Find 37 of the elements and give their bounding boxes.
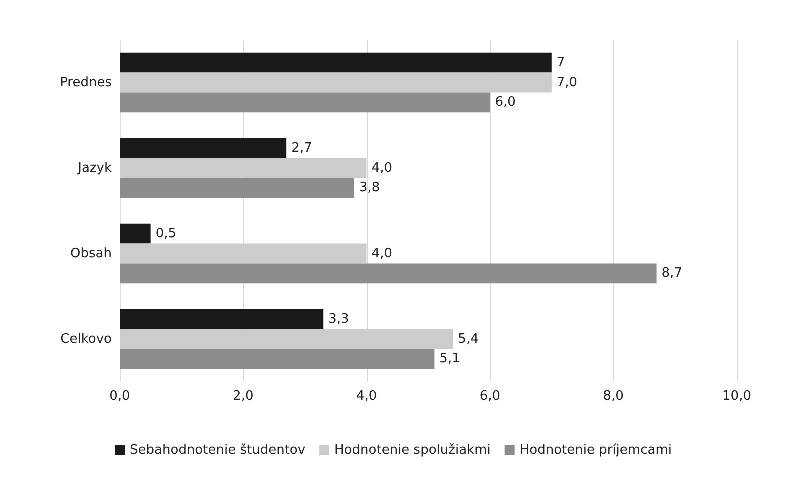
bar [120, 264, 657, 284]
data-label: 3,3 [328, 312, 350, 327]
data-label: 4,0 [372, 160, 392, 176]
x-tick-label: 2,0 [233, 389, 254, 404]
data-label: 0,5 [156, 226, 177, 242]
y-tick-label: Celkovo [60, 332, 112, 347]
x-tick-label: 0,0 [110, 389, 130, 404]
data-label: 8,7 [662, 266, 682, 282]
bar [120, 244, 367, 264]
y-tick-label: Jazyk [77, 160, 112, 176]
bar [120, 309, 324, 330]
bar [120, 92, 490, 113]
y-tick-label: Obsah [70, 246, 112, 262]
bar [120, 224, 151, 244]
data-label: 7,0 [556, 75, 578, 90]
y-tick-label: Prednes [60, 75, 112, 90]
bar [120, 138, 287, 158]
legend-label: Hodnotenie príjemcami [520, 443, 672, 458]
data-label: 6,0 [495, 95, 516, 110]
data-label: 5,4 [458, 332, 479, 347]
bar [120, 349, 435, 370]
legend-label: Hodnotenie spolužiakmi [334, 443, 491, 458]
data-label: 3,8 [359, 180, 380, 196]
bar [120, 158, 367, 178]
data-label: 5,1 [440, 352, 460, 367]
x-tick-label: 6,0 [480, 389, 501, 404]
x-tick-label: 10,0 [722, 389, 752, 404]
x-tick-label: 4,0 [356, 389, 378, 404]
data-label: 7 [556, 55, 566, 70]
bar [120, 72, 552, 93]
bar [120, 52, 552, 73]
data-label: 4,0 [372, 246, 392, 262]
data-label: 2,7 [292, 140, 312, 156]
x-tick-label: 8,0 [603, 389, 624, 404]
bar [120, 329, 454, 350]
bar [120, 178, 354, 198]
legend-label: Sebahodnotenie študentov [130, 443, 306, 458]
